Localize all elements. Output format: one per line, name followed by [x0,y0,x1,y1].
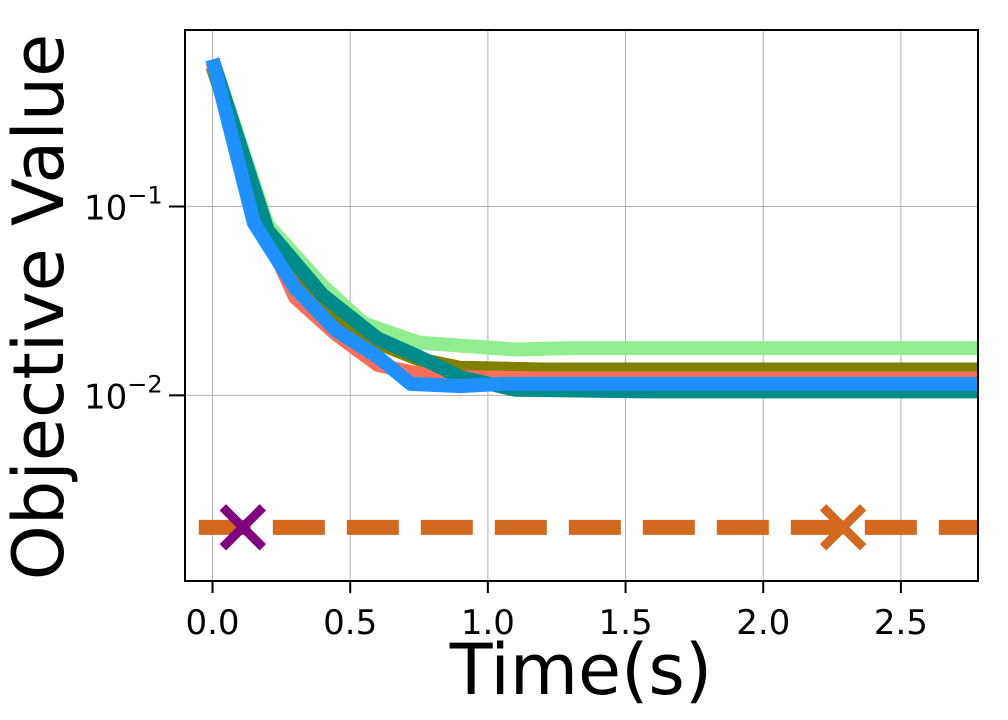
x-marker-2 [819,504,867,551]
x-tick-label: 2.5 [874,603,928,643]
y-axis-label: Objective Value [0,34,80,580]
series-layer [198,57,978,535]
marker-layer [219,504,867,551]
x-tick-label: 1.0 [461,603,515,643]
y-tick-label: 10−1 [84,181,163,228]
grid [185,30,978,581]
x-tick-label: 2.0 [736,603,790,643]
ticks [169,205,902,593]
y-tick-exponent: −1 [127,181,162,209]
tick-labels: 0.0 0.5 1.0 1.5 2.0 2.510−110−2 [84,181,928,643]
plot-frame [184,29,979,582]
x-marker-1 [219,504,267,551]
y-tick-label: 10−2 [84,370,163,417]
x-tick-label: 1.5 [599,603,653,643]
x-tick-label: 0.0 [185,603,239,643]
y-tick-base: 10 [84,188,127,228]
x-axis-label: Time(s) [449,629,712,711]
x-tick-label: 0.5 [323,603,377,643]
y-tick-exponent: −2 [127,370,162,398]
series-line-5 [205,57,978,394]
y-tick-base: 10 [84,377,127,417]
